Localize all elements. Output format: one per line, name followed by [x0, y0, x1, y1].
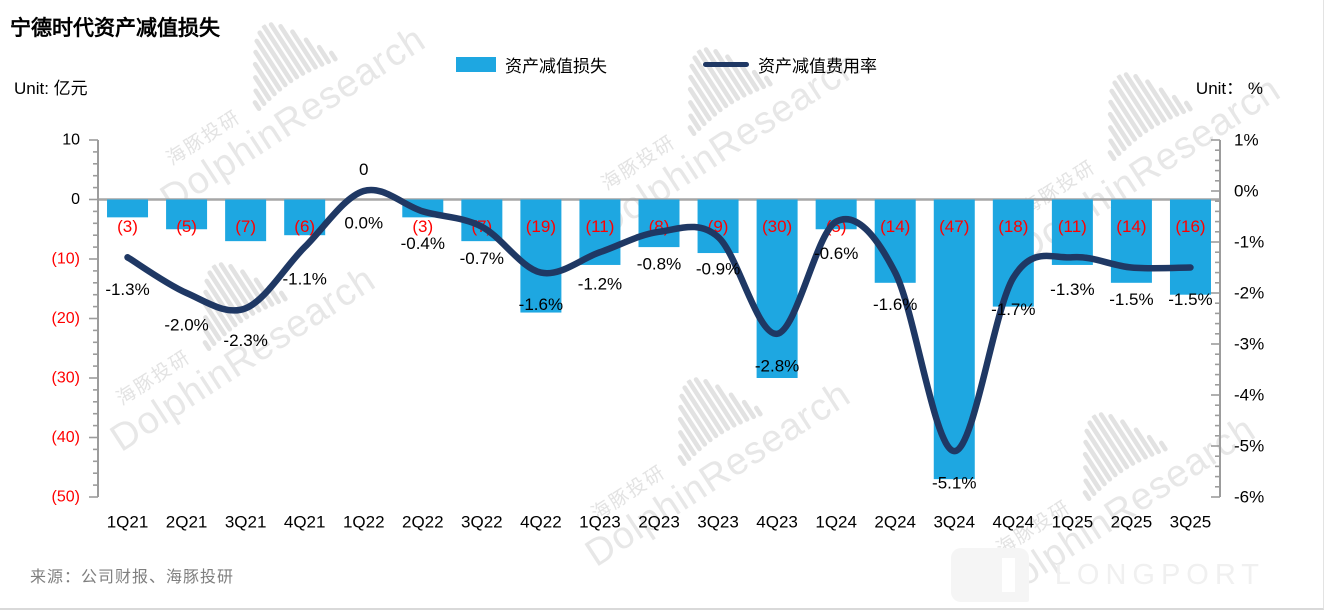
longport-flag-icon [950, 548, 1029, 602]
line-value-label: 0.0% [344, 214, 383, 233]
bar-value-label: (18) [998, 217, 1028, 236]
bar-4q22 [520, 199, 562, 313]
x-axis-label: 2Q24 [874, 513, 916, 532]
x-axis-label: 3Q22 [461, 513, 503, 532]
x-axis-label: 2Q22 [402, 513, 444, 532]
x-axis-label: 3Q23 [697, 513, 739, 532]
line-value-label: -2.3% [223, 331, 267, 350]
bar-3q21 [225, 199, 267, 242]
x-axis-label: 4Q22 [520, 513, 562, 532]
legend-line-label: 资产减值费用率 [758, 57, 877, 76]
line-value-label: -0.8% [637, 254, 681, 273]
x-axis-label: 2Q21 [166, 513, 208, 532]
line-value-label: -1.5% [1168, 290, 1212, 309]
right-axis-label: -5% [1234, 437, 1264, 456]
x-axis-label: 1Q25 [1052, 513, 1094, 532]
line-value-label: -1.6% [519, 295, 563, 314]
legend-bar-swatch-icon [456, 57, 496, 72]
left-axis-label: (20) [52, 310, 80, 327]
page-title: 宁德时代资产减值损失 [10, 17, 220, 40]
line-value-label: -0.7% [460, 249, 504, 268]
right-axis-label: -1% [1234, 233, 1264, 252]
bar-value-label: (16) [1175, 217, 1205, 236]
bar-4q23 [756, 199, 798, 378]
line-value-label: -0.9% [696, 259, 740, 278]
x-axis-label: 4Q23 [756, 513, 798, 532]
legend-bar-label: 资产减值损失 [505, 57, 607, 76]
line-value-label: -1.1% [282, 270, 326, 289]
left-axis-label: (50) [52, 489, 80, 506]
line-value-label: -0.6% [814, 244, 858, 263]
x-axis-label: 3Q21 [225, 513, 267, 532]
expense-rate-line [124, 186, 1194, 455]
longport-logo-text: LONGPORT [1054, 558, 1265, 591]
left-axis-label: (40) [52, 429, 80, 446]
bar-2q23 [638, 199, 680, 248]
unit-right-label: Unit： % [1195, 79, 1263, 98]
line-value-label: -2.8% [755, 356, 799, 375]
bar-value-label: (14) [880, 217, 910, 236]
bar-value-label: (3) [412, 217, 433, 236]
right-axis-label: -4% [1234, 386, 1264, 405]
bar-value-label: (7) [235, 217, 256, 236]
left-axis-label: 0 [71, 191, 80, 208]
x-axis-label: 3Q24 [933, 513, 975, 532]
line-value-label: -2.0% [164, 316, 208, 335]
left-axis-label: 10 [62, 132, 80, 149]
line-value-label: -1.7% [991, 300, 1035, 319]
line-value-label: -0.4% [401, 234, 445, 253]
line-value-label: -1.2% [578, 275, 622, 294]
x-axis-label: 1Q24 [815, 513, 857, 532]
right-axis-label: -6% [1234, 488, 1264, 507]
bar-value-label: (11) [585, 217, 614, 236]
x-axis-label: 4Q21 [284, 513, 326, 532]
bar-value-label: (3) [117, 217, 138, 236]
bar-value-label: (30) [762, 217, 792, 236]
bar-3q25 [1169, 199, 1211, 295]
bar-value-label: (5) [176, 217, 197, 236]
x-axis-label: 1Q21 [107, 513, 149, 532]
bar-value-label: (19) [526, 217, 556, 236]
line-value-label: -5.1% [932, 474, 976, 493]
unit-left-label: Unit: 亿元 [14, 79, 88, 98]
left-axis-label: (10) [52, 251, 80, 268]
x-axis-label: 4Q24 [993, 513, 1035, 532]
bar-value-label: 0 [359, 160, 368, 179]
bar-value-label: (14) [1116, 217, 1146, 236]
x-axis-label: 1Q23 [579, 513, 621, 532]
longport-logo: LONGPORT [950, 548, 1265, 602]
line-value-label: -1.6% [873, 295, 917, 314]
line-value-label: -1.3% [1050, 280, 1094, 299]
right-axis-label: 1% [1234, 131, 1259, 150]
line-value-label: -1.3% [105, 280, 149, 299]
bar-2q21 [166, 199, 208, 230]
legend-line-swatch-icon [703, 62, 749, 67]
bar-4q24 [992, 199, 1034, 307]
legend-item-expense-rate: 资产减值费用率 [703, 52, 877, 77]
right-axis-label: -3% [1234, 335, 1264, 354]
x-axis-label: 1Q22 [343, 513, 385, 532]
x-axis-label: 2Q23 [638, 513, 680, 532]
line-value-label: -1.5% [1109, 290, 1153, 309]
left-axis-label: (30) [52, 370, 80, 387]
source-note: 来源：公司财报、海豚投研 [30, 569, 235, 586]
bar-value-label: (47) [939, 217, 969, 236]
right-axis-label: 0% [1234, 182, 1259, 201]
legend-item-impairment-loss: 资产减值损失 [456, 52, 607, 77]
bar-1q21 [107, 199, 149, 218]
bar-value-label: (6) [294, 217, 315, 236]
x-axis-label: 2Q25 [1111, 513, 1153, 532]
chart-legend: 资产减值损失 资产减值费用率 [456, 52, 877, 77]
x-axis-label: 3Q25 [1170, 513, 1212, 532]
right-axis-label: -2% [1234, 284, 1264, 303]
bar-value-label: (11) [1058, 217, 1087, 236]
